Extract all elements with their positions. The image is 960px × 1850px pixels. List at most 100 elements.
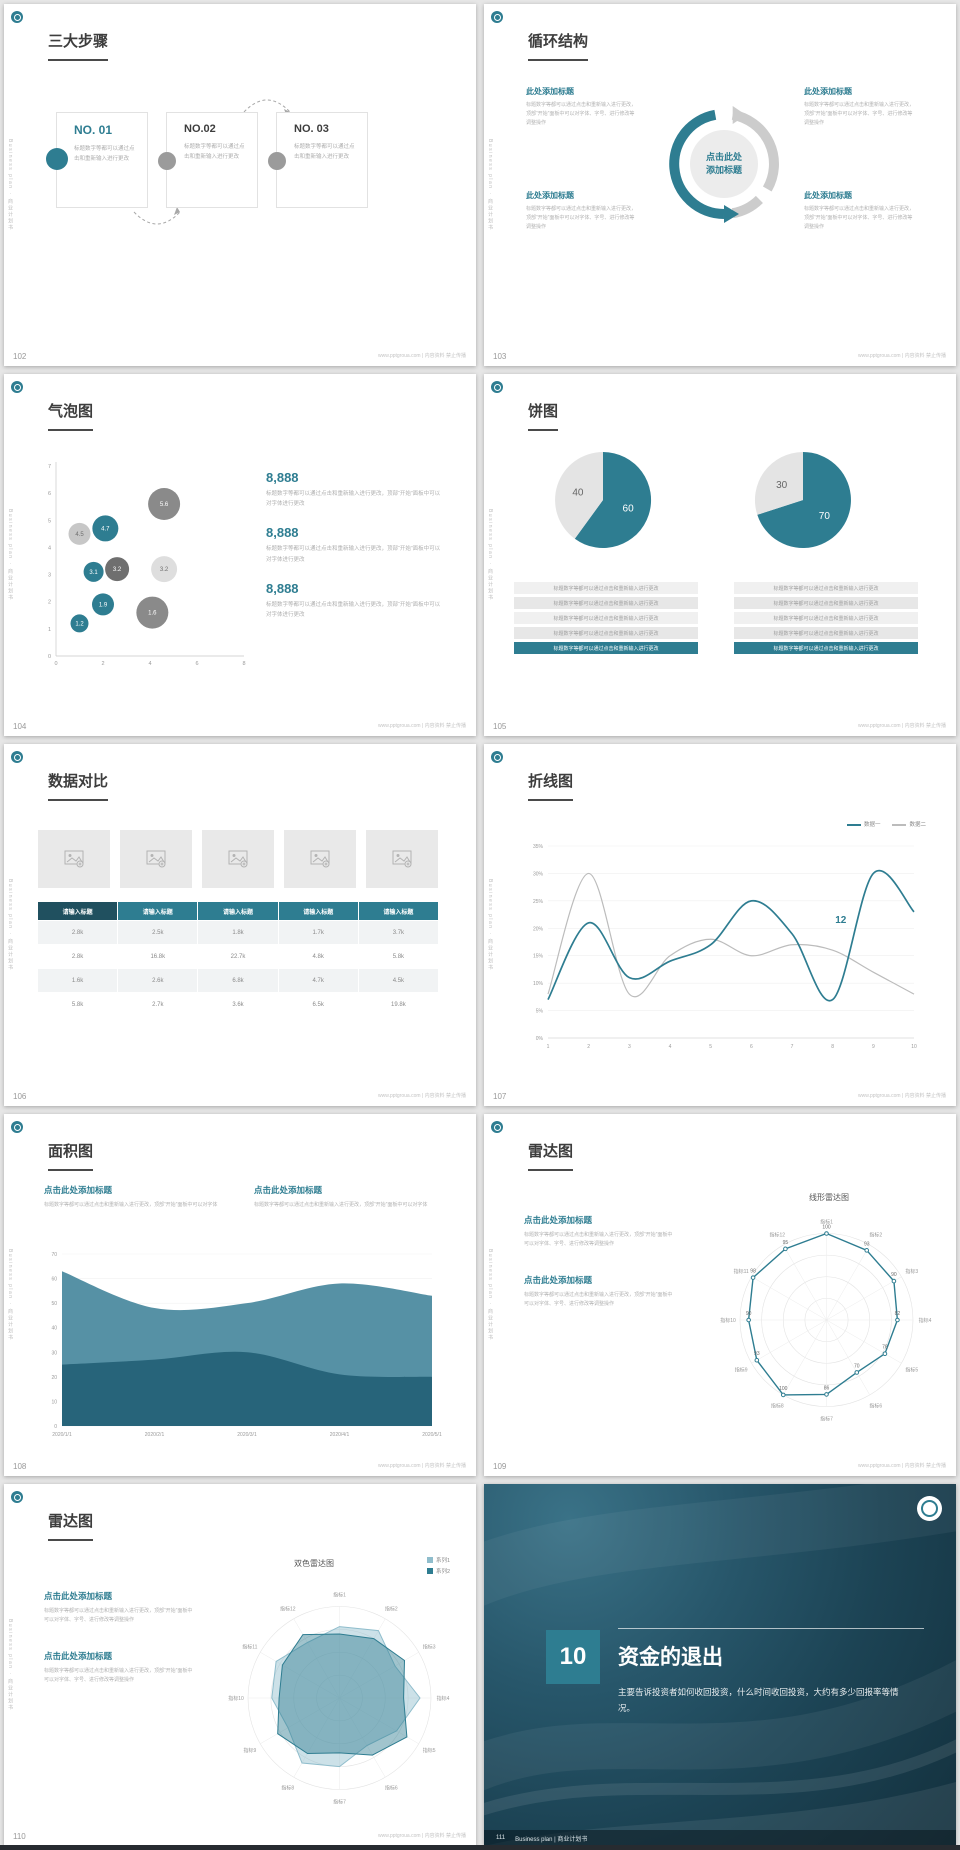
svg-text:3: 3 — [48, 573, 51, 579]
svg-text:4: 4 — [669, 1044, 672, 1050]
slide-103-cycle: Business plan · 商业计划书 循环结构 此处添加标题 标题数字等都… — [484, 4, 956, 366]
pie-notes-left: 标题数字等都可以通过点击和重新输入进行更改 标题数字等都可以通过点击和重新输入进… — [514, 582, 698, 657]
svg-text:9: 9 — [872, 1044, 875, 1050]
table-cell: 1.8k — [198, 921, 278, 944]
pie-chart-left: 60 40 — [555, 451, 652, 548]
svg-text:指标10: 指标10 — [228, 1695, 244, 1702]
svg-text:78: 78 — [882, 1345, 888, 1351]
svg-text:5: 5 — [709, 1044, 712, 1050]
block-title: 点击此处添加标题 — [44, 1185, 113, 1195]
page-number: 106 — [13, 1092, 27, 1101]
note-row-highlight: 标题数字等都可以通过点击和重新输入进行更改 — [734, 642, 918, 654]
brand-logo-icon — [491, 11, 503, 23]
brand-logo-icon — [11, 1121, 23, 1133]
brand-logo-icon — [491, 381, 503, 393]
svg-text:8: 8 — [831, 1044, 834, 1050]
svg-text:指标3: 指标3 — [423, 1643, 436, 1650]
slide-title: 面积图 — [48, 1140, 94, 1171]
series2-swatch — [892, 824, 907, 826]
svg-text:2020/3/1: 2020/3/1 — [237, 1432, 257, 1438]
watermark-footer: www.pptgroua.com | 内容资料 禁止传播 — [378, 353, 466, 359]
text-blocks: 点击此处添加标题 标题数字等都可以通过点击和重新输入进行更改，顶部“开始”面板中… — [524, 1214, 676, 1333]
svg-text:2020/5/1: 2020/5/1 — [422, 1432, 442, 1438]
table-cell: 2.6k — [118, 969, 198, 992]
svg-text:5%: 5% — [536, 1009, 544, 1015]
image-placeholder-icon — [64, 850, 83, 868]
svg-text:指标12: 指标12 — [769, 1232, 785, 1239]
table-header-cell: 请输入标题 — [278, 902, 358, 920]
cycle-item-3: 此处添加标题 标题数字等都可以通过点击和重新输入进行更改，顶部“开始”面板中可以… — [804, 86, 916, 128]
table-cell: 3.7k — [358, 921, 438, 944]
text-block: 点击此处添加标题 标题数字等都可以通过点击和重新输入进行更改，顶部“开始”面板中… — [524, 1274, 676, 1310]
svg-text:98: 98 — [750, 1269, 756, 1275]
table-header-cell: 请输入标题 — [358, 902, 438, 920]
svg-text:指标7: 指标7 — [333, 1799, 346, 1806]
svg-text:指标5: 指标5 — [423, 1747, 436, 1754]
text-block: 点击此处添加标题 标题数字等都可以通过点击和重新输入进行更改，顶部“开始”面板中… — [44, 1184, 226, 1210]
legend-label: 系列1 — [435, 1558, 450, 1564]
page-number: 109 — [493, 1462, 507, 1471]
series1-swatch — [846, 824, 861, 826]
svg-text:0: 0 — [54, 1424, 57, 1430]
cycle-item-title: 此处添加标题 — [526, 87, 574, 96]
svg-text:1: 1 — [547, 1044, 550, 1050]
stat-value: 8,888 — [266, 470, 299, 485]
svg-text:50: 50 — [51, 1301, 57, 1307]
legend-label: 系列2 — [435, 1569, 450, 1575]
svg-text:2020/1/1: 2020/1/1 — [52, 1432, 72, 1438]
brand-logo-icon — [917, 1496, 942, 1521]
block-text: 标题数字等都可以通过点击和重新输入进行更改，顶部“开始”面板中可以对字体、字号、… — [524, 1291, 673, 1307]
table-cell: 1.6k — [38, 969, 118, 992]
watermark-footer: www.pptgroua.com | 内容资料 禁止传播 — [378, 1833, 466, 1839]
svg-text:60: 60 — [623, 504, 635, 515]
sidebar-vertical-text: Business plan · 商业计划书 — [487, 878, 493, 972]
slide-title: 循环结构 — [528, 30, 589, 61]
step-card-2: NO.02 标题数字等都可以通过点击和重新输入进行更改 — [158, 112, 258, 208]
svg-text:40: 40 — [51, 1326, 57, 1332]
cycle-item-4: 此处添加标题 标题数字等都可以通过点击和重新输入进行更改，顶部“开始”面板中可以… — [804, 190, 916, 232]
slide-111-section-divider: 10 资金的退出 主要告诉投资者如何收回投资，什么时间收回投资，大约有多少回报率… — [484, 1484, 956, 1846]
svg-text:指标7: 指标7 — [820, 1416, 833, 1423]
svg-text:指标10: 指标10 — [720, 1317, 736, 1324]
note-row-highlight: 标题数字等都可以通过点击和重新输入进行更改 — [514, 642, 698, 654]
text-block: 点击此处添加标题 标题数字等都可以通过点击和重新输入进行更改，顶部“开始”面板中… — [44, 1650, 196, 1686]
table-cell: 6.5k — [278, 993, 358, 1016]
step-text: 标题数字等都可以通过点击和重新输入进行更改 — [74, 146, 135, 163]
image-placeholder-icon — [310, 850, 329, 868]
sidebar-vertical-text: Business plan · 商业计划书 — [487, 508, 493, 602]
svg-text:指标8: 指标8 — [771, 1402, 784, 1409]
svg-text:2020/2/1: 2020/2/1 — [145, 1432, 165, 1438]
slide-108-area-chart: Business plan · 商业计划书 面积图 点击此处添加标题 标题数字等… — [4, 1114, 476, 1476]
note-row: 标题数字等都可以通过点击和重新输入进行更改 — [734, 582, 918, 594]
block-title: 点击此处添加标题 — [524, 1215, 593, 1225]
image-placeholder — [38, 830, 110, 888]
block-text: 标题数字等都可以通过点击和重新输入进行更改，顶部“开始”面板中可以对字体 — [254, 1202, 428, 1208]
stat-value: 8,888 — [266, 525, 299, 541]
svg-text:82: 82 — [895, 1311, 901, 1317]
legend-item: 系列2 — [426, 1567, 450, 1575]
block-title: 点击此处添加标题 — [44, 1591, 113, 1601]
image-placeholder-icon — [146, 850, 165, 868]
svg-text:70: 70 — [51, 1252, 57, 1258]
svg-text:4: 4 — [148, 661, 151, 667]
text-blocks: 点击此处添加标题 标题数字等都可以通过点击和重新输入进行更改，顶部“开始”面板中… — [44, 1590, 196, 1709]
table-cell: 22.7k — [198, 945, 278, 968]
stat-block: 8,888 标题数字等都可以通过点击和重新输入进行更改，顶部“开始”面板中可以对… — [266, 581, 444, 620]
slide-title: 雷达图 — [528, 1140, 574, 1171]
stat-text: 标题数字等都可以通过点击和重新输入进行更改，顶部“开始”面板中可以对字体进行更改 — [266, 546, 441, 563]
radar-line-chart: 指标1 指标2 指标3 指标4 指标5 指标6 指标7 指标8 指标9 指标10 指标11 指标12 1… — [720, 1219, 931, 1423]
sidebar-vertical-text: Business plan · 商业计划书 — [7, 1248, 13, 1342]
brand-logo-icon — [491, 1121, 503, 1133]
cycle-diagram: 点击此处添加标题 — [660, 100, 788, 228]
image-placeholder — [284, 830, 356, 888]
svg-text:3.1: 3.1 — [89, 570, 98, 576]
radar-series2-swatch — [426, 1568, 433, 1574]
note-row: 标题数字等都可以通过点击和重新输入进行更改 — [734, 597, 918, 609]
radar-legend: 系列1 系列2 — [426, 1556, 450, 1578]
block-title: 点击此处添加标题 — [254, 1185, 323, 1195]
footer-text: Business plan | 商业计划书 — [515, 1836, 588, 1843]
table-cell: 5.8k — [358, 945, 438, 968]
table-cell: 4.7k — [278, 969, 358, 992]
cycle-item-text: 标题数字等都可以通过点击和重新输入进行更改，顶部“开始”面板中可以对字体、字号、… — [526, 206, 637, 230]
svg-text:93: 93 — [864, 1241, 870, 1247]
